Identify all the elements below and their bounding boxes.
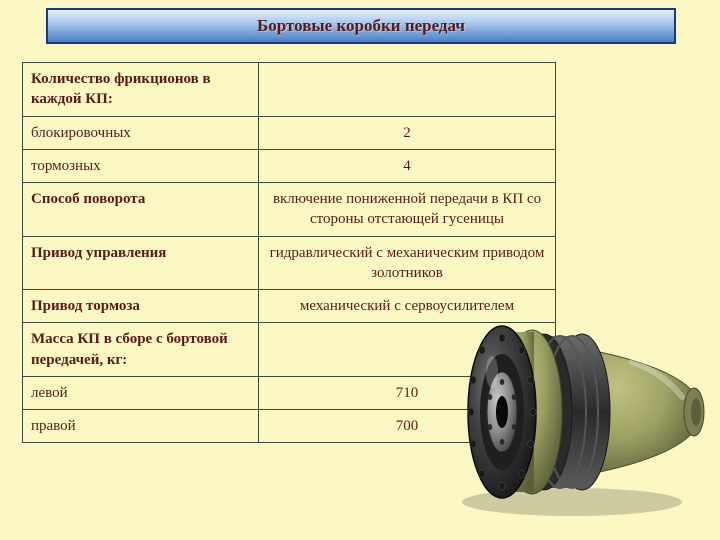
spec-value: 2 bbox=[259, 116, 556, 149]
page-title: Бортовые коробки передач bbox=[257, 16, 465, 36]
title-bar: Бортовые коробки передач bbox=[46, 8, 676, 44]
spec-label: Привод тормоза bbox=[23, 290, 259, 323]
table-row: Количество фрикционов в каждой КП: bbox=[23, 63, 556, 117]
spec-label: блокировочных bbox=[23, 116, 259, 149]
spec-label: Масса КП в сборе с бортовой передачей, к… bbox=[23, 323, 259, 377]
spec-label: Способ поворота bbox=[23, 183, 259, 237]
spec-label: правой bbox=[23, 410, 259, 443]
spec-value: гидравлический с механическим приводом з… bbox=[259, 236, 556, 290]
spec-value: включение пониженной передачи в КП со ст… bbox=[259, 183, 556, 237]
spec-label: Количество фрикционов в каждой КП: bbox=[23, 63, 259, 117]
table-row: тормозных4 bbox=[23, 149, 556, 182]
spec-value: 4 bbox=[259, 149, 556, 182]
gearbox-illustration bbox=[432, 302, 712, 522]
table-row: Способ поворотавключение пониженной пере… bbox=[23, 183, 556, 237]
spec-value bbox=[259, 63, 556, 117]
spec-label: тормозных bbox=[23, 149, 259, 182]
spec-label: левой bbox=[23, 376, 259, 409]
spec-label: Привод управления bbox=[23, 236, 259, 290]
table-row: Привод управлениягидравлический с механи… bbox=[23, 236, 556, 290]
table-row: блокировочных2 bbox=[23, 116, 556, 149]
